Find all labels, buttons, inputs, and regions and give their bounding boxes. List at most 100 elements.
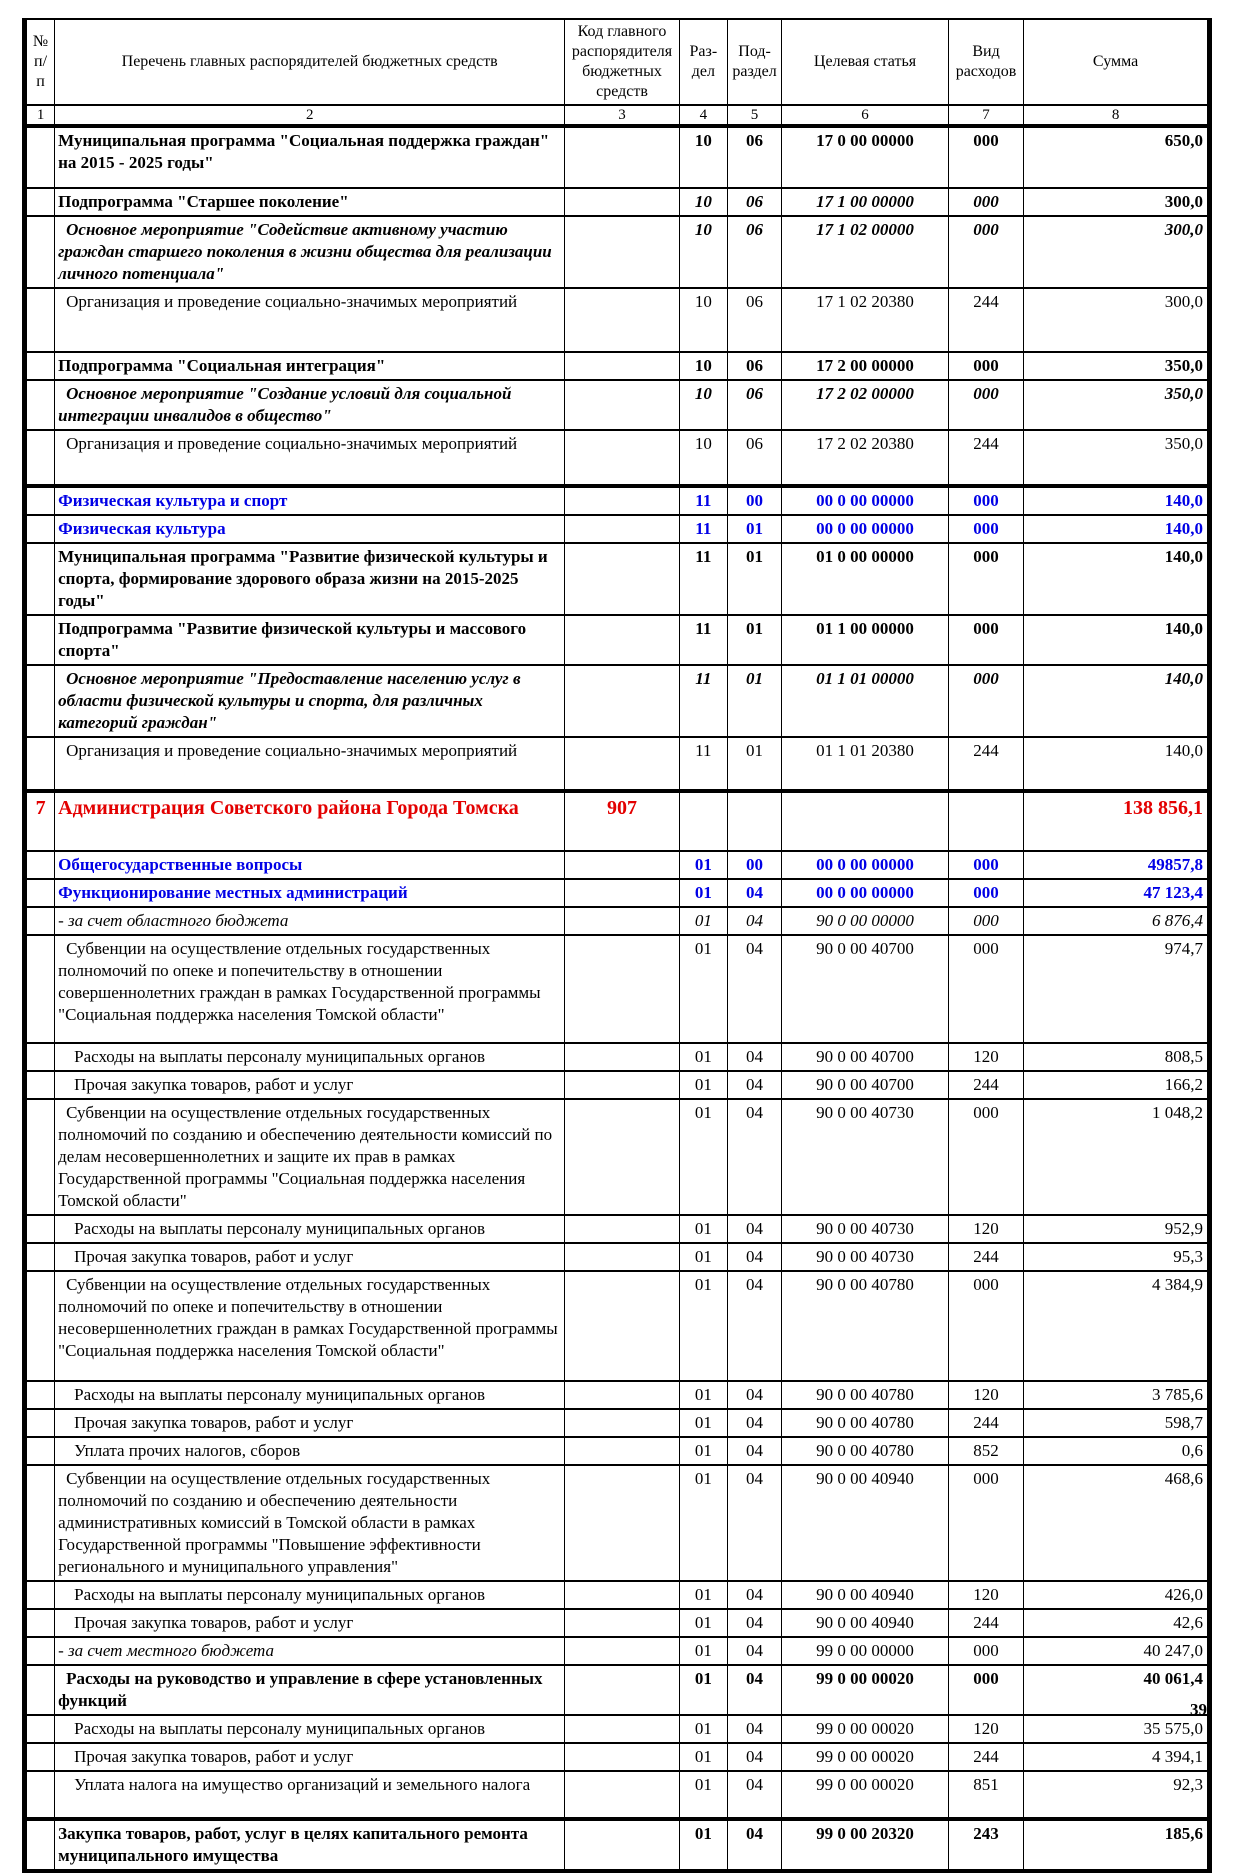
- cell-target-article: 00 0 00 00000: [781, 878, 949, 908]
- cell-code: [564, 878, 680, 908]
- cell-target-article: 01 1 00 00000: [781, 614, 949, 666]
- cell-target-article: 90 0 00 00000: [781, 906, 949, 936]
- cell-num: [23, 379, 56, 431]
- col-number: 2: [54, 104, 566, 128]
- table-row: Основное мероприятие "Предоставление нас…: [23, 664, 1210, 738]
- cell-code: [564, 215, 680, 289]
- cell-num: [23, 1664, 56, 1716]
- cell-podrazdel: 00: [726, 484, 783, 516]
- cell-amount: 300,0: [1023, 215, 1210, 289]
- table-row: Организация и проведение социально-значи…: [23, 429, 1210, 487]
- cell-razdel: 01: [678, 1636, 728, 1666]
- cell-razdel: [678, 789, 728, 852]
- cell-num: [23, 215, 56, 289]
- cell-name: Подпрограмма "Развитие физической культу…: [54, 614, 566, 666]
- cell-razdel: 10: [678, 215, 728, 289]
- cell-target-article: 17 2 00 00000: [781, 351, 949, 381]
- cell-code: [564, 1464, 680, 1582]
- cell-code: [564, 1270, 680, 1382]
- cell-num: [23, 850, 56, 880]
- cell-target-article: 00 0 00 00000: [781, 514, 949, 544]
- cell-num: [23, 1436, 56, 1466]
- cell-podrazdel: 01: [726, 542, 783, 616]
- cell-expense-type: 000: [947, 1636, 1025, 1666]
- cell-code: [564, 125, 680, 189]
- cell-podrazdel: 06: [726, 287, 783, 353]
- cell-name: Организация и проведение социально-значи…: [54, 429, 566, 487]
- cell-razdel: 01: [678, 934, 728, 1044]
- cell-razdel: 11: [678, 736, 728, 792]
- cell-expense-type: 244: [947, 1408, 1025, 1438]
- cell-num: [23, 1636, 56, 1666]
- cell-expense-type: 000: [947, 215, 1025, 289]
- cell-podrazdel: 00: [726, 850, 783, 880]
- cell-razdel: 01: [678, 1098, 728, 1216]
- table-row: Уплата налога на имущество организаций и…: [23, 1770, 1210, 1820]
- cell-expense-type: 243: [947, 1817, 1025, 1872]
- table-row: Организация и проведение социально-значи…: [23, 736, 1210, 792]
- table-row: Основное мероприятие "Содействие активно…: [23, 215, 1210, 289]
- cell-amount: 0,6: [1023, 1436, 1210, 1466]
- col-number: 7: [947, 104, 1025, 128]
- cell-amount: 40 061,4: [1023, 1664, 1210, 1716]
- cell-razdel: 11: [678, 664, 728, 738]
- cell-name: Основное мероприятие "Создание условий д…: [54, 379, 566, 431]
- cell-code: [564, 187, 680, 217]
- cell-code: [564, 1098, 680, 1216]
- cell-name: - за счет местного бюджета: [54, 1636, 566, 1666]
- cell-expense-type: 000: [947, 125, 1025, 189]
- cell-code: [564, 1714, 680, 1744]
- cell-target-article: 99 0 00 20320: [781, 1817, 949, 1872]
- table-row: Подпрограмма "Социальная интеграция" 10 06…: [23, 351, 1210, 381]
- table-row: Субвенции на осуществление отдельных гос…: [23, 1464, 1210, 1582]
- cell-name: Субвенции на осуществление отдельных гос…: [54, 934, 566, 1044]
- cell-podrazdel: 06: [726, 187, 783, 217]
- cell-code: [564, 429, 680, 487]
- cell-name: Прочая закупка товаров, работ и услуг: [54, 1242, 566, 1272]
- cell-razdel: 10: [678, 351, 728, 381]
- cell-expense-type: 120: [947, 1714, 1025, 1744]
- cell-podrazdel: 04: [726, 1380, 783, 1410]
- cell-target-article: 17 2 02 00000: [781, 379, 949, 431]
- cell-amount: 598,7: [1023, 1408, 1210, 1438]
- table-row: - за счет местного бюджета 01 04 99 0 00 00…: [23, 1636, 1210, 1666]
- cell-name: - за счет областного бюджета: [54, 906, 566, 936]
- cell-name: Физическая культура и спорт: [54, 484, 566, 516]
- cell-target-article: 01 1 01 20380: [781, 736, 949, 792]
- cell-num: [23, 736, 56, 792]
- cell-amount: 140,0: [1023, 614, 1210, 666]
- cell-code: [564, 379, 680, 431]
- header-row: № п/п Перечень главных распорядителей бю…: [23, 18, 1210, 106]
- table-row: Расходы на выплаты персоналу муниципальн…: [23, 1042, 1210, 1072]
- cell-name: Организация и проведение социально-значи…: [54, 736, 566, 792]
- cell-name: Муниципальная программа "Социальная подд…: [54, 125, 566, 189]
- cell-target-article: 90 0 00 40940: [781, 1580, 949, 1610]
- cell-podrazdel: 04: [726, 1608, 783, 1638]
- cell-podrazdel: 06: [726, 215, 783, 289]
- cell-expense-type: 244: [947, 736, 1025, 792]
- table-row: Подпрограмма "Развитие физической культу…: [23, 614, 1210, 666]
- cell-num: [23, 484, 56, 516]
- cell-name: Расходы на выплаты персоналу муниципальн…: [54, 1714, 566, 1744]
- cell-razdel: 01: [678, 1608, 728, 1638]
- cell-razdel: 01: [678, 1817, 728, 1872]
- cell-podrazdel: 04: [726, 934, 783, 1044]
- cell-code: [564, 1608, 680, 1638]
- col-header-amount: Сумма: [1023, 18, 1210, 106]
- cell-num: [23, 1042, 56, 1072]
- cell-amount: 808,5: [1023, 1042, 1210, 1072]
- cell-num: [23, 287, 56, 353]
- cell-num: [23, 1742, 56, 1772]
- col-header-podrazdel: Под­раз­дел: [726, 18, 783, 106]
- cell-amount: 350,0: [1023, 429, 1210, 487]
- cell-code: 907: [564, 789, 680, 852]
- cell-amount: 185,6: [1023, 1817, 1210, 1872]
- cell-amount: 3 785,6: [1023, 1380, 1210, 1410]
- table-row: - за счет областного бюджета 01 04 90 0 00 …: [23, 906, 1210, 936]
- cell-podrazdel: 04: [726, 1742, 783, 1772]
- cell-razdel: 10: [678, 379, 728, 431]
- cell-podrazdel: 01: [726, 664, 783, 738]
- cell-expense-type: 244: [947, 429, 1025, 487]
- cell-target-article: 90 0 00 40780: [781, 1380, 949, 1410]
- cell-podrazdel: 04: [726, 1464, 783, 1582]
